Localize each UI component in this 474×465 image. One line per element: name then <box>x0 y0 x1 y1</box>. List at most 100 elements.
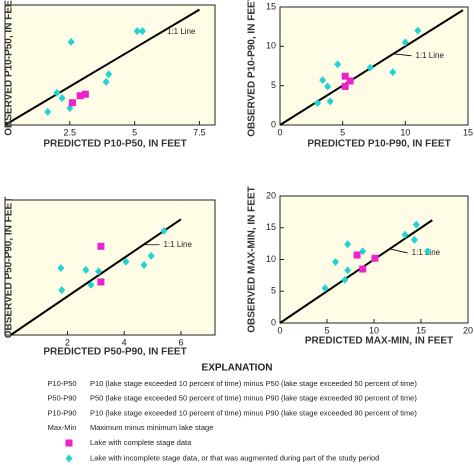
explanation-title: EXPLANATION <box>202 363 273 374</box>
x-axis-label: PREDICTED P10-P90, IN FEET <box>307 139 450 150</box>
x-axis-label: PREDICTED P10-P50, IN FEET <box>43 139 186 150</box>
x-tick-label: 4 <box>122 337 127 347</box>
x-tick-label: 10 <box>369 325 379 335</box>
y-axis-label: OBSERVED MAX-MIN, IN FEET <box>247 186 258 333</box>
diamond-marker <box>401 38 409 47</box>
diamond-marker <box>414 26 422 35</box>
x-tick-label: 6 <box>178 337 183 347</box>
y-tick-label: 0 <box>271 317 276 327</box>
diamond-marker <box>344 240 352 249</box>
y-tick-label: 5 <box>271 286 276 296</box>
square-marker <box>76 92 84 100</box>
diamond-marker <box>82 266 90 275</box>
term: P10-P50 <box>47 379 76 388</box>
y-tick-label: 5 <box>271 80 276 90</box>
diamond-marker <box>57 264 65 273</box>
one-to-one-line <box>279 219 433 324</box>
term: Max-Min <box>48 423 77 432</box>
x-tick-label: 10 <box>400 127 410 137</box>
diamond-marker <box>424 247 432 256</box>
x-tick-label: 0 <box>277 325 282 335</box>
term: P10-P90 <box>47 408 76 417</box>
y-axis-label: OBSERVED P10-P50, IN FEET <box>4 0 15 136</box>
diamond-marker <box>53 88 61 97</box>
diamond-marker <box>58 286 66 295</box>
diamond-marker <box>122 257 130 266</box>
diamond-marker <box>334 60 342 69</box>
diamond-marker <box>140 260 148 269</box>
diamond-marker <box>344 266 352 275</box>
diamond-marker <box>105 70 113 79</box>
diamond-marker <box>58 94 66 103</box>
y-tick-label: 15 <box>266 222 276 232</box>
diamond-marker <box>147 251 155 260</box>
term-definition: P50 (lake stage exceeded 50 percent of t… <box>90 394 417 403</box>
x-tick-label: 5 <box>132 127 137 137</box>
diamond-marker <box>412 220 420 229</box>
line-label: 1:1 Line <box>415 51 444 60</box>
y-tick-label: 10 <box>266 254 276 264</box>
diamond-marker <box>102 77 110 86</box>
term-definition: P10 (lake stage exceeded 10 percent of t… <box>90 379 417 388</box>
diamond-marker <box>326 97 334 106</box>
y-axis-label: OBSERVED P50-P90, IN FEET <box>4 197 15 339</box>
square-marker <box>346 77 354 85</box>
diamond-marker <box>133 27 141 36</box>
square-marker <box>68 99 76 107</box>
x-tick-label: 15 <box>463 127 473 137</box>
term: P50-P90 <box>47 394 76 403</box>
square-marker <box>97 242 105 250</box>
diamond-marker <box>366 63 374 72</box>
diamond-marker <box>138 27 146 36</box>
diamond-marker <box>314 98 322 107</box>
square-marker <box>97 278 105 286</box>
square-marker <box>359 265 367 273</box>
y-tick-label: 15 <box>266 1 276 11</box>
label-leader <box>393 53 412 57</box>
x-tick-label: 2.5 <box>64 127 77 137</box>
diamond-marker <box>160 226 168 235</box>
y-axis-label: OBSERVED P10-P90, IN FEET <box>247 0 258 137</box>
diamond-marker <box>67 37 75 46</box>
term-definition: P10 (lake stage exceeded 10 percent of t… <box>90 408 417 417</box>
diamond-marker <box>389 68 397 77</box>
diamond-marker <box>331 258 339 267</box>
y-tick-label: 10 <box>266 41 276 51</box>
x-tick-label: 7.5 <box>193 127 206 137</box>
diamond-marker <box>324 82 332 91</box>
line-label: 1:1 Line <box>163 240 192 249</box>
label-leader <box>389 248 408 254</box>
diamond-marker <box>65 454 73 463</box>
one-to-one-line <box>4 8 200 126</box>
diamond-marker <box>95 267 103 276</box>
x-tick-label: 2 <box>65 337 70 347</box>
diamond-marker <box>87 280 95 289</box>
line-label: 1:1 Line <box>167 27 196 36</box>
x-axis-label: PREDICTED MAX-MIN, IN FEET <box>305 336 453 347</box>
x-tick-label: 20 <box>463 325 473 335</box>
diamond-marker <box>321 284 329 293</box>
y-tick-label: 20 <box>266 190 276 200</box>
square-marker <box>341 72 349 80</box>
x-tick-label: 15 <box>416 325 426 335</box>
square-marker <box>65 439 73 447</box>
x-tick-label: 5 <box>324 325 329 335</box>
diamond-marker <box>341 275 349 284</box>
x-tick-label: 0 <box>277 127 282 137</box>
diamond-marker <box>401 230 409 239</box>
label-leader <box>144 31 164 43</box>
term-definition: Maximum minus minimum lake stage <box>90 423 213 432</box>
symbol-label: Lake with complete stage data <box>90 438 192 447</box>
x-axis-label: PREDICTED P50-P90, IN FEET <box>43 347 186 358</box>
one-to-one-line <box>10 218 182 336</box>
diamond-marker <box>359 247 367 256</box>
diamond-marker <box>410 235 418 244</box>
y-tick-label: 0 <box>271 119 276 129</box>
diamond-marker <box>44 107 52 116</box>
diamond-marker <box>319 76 327 85</box>
square-marker <box>371 254 379 262</box>
square-marker <box>81 90 89 98</box>
square-marker <box>353 251 361 259</box>
square-marker <box>341 82 349 90</box>
